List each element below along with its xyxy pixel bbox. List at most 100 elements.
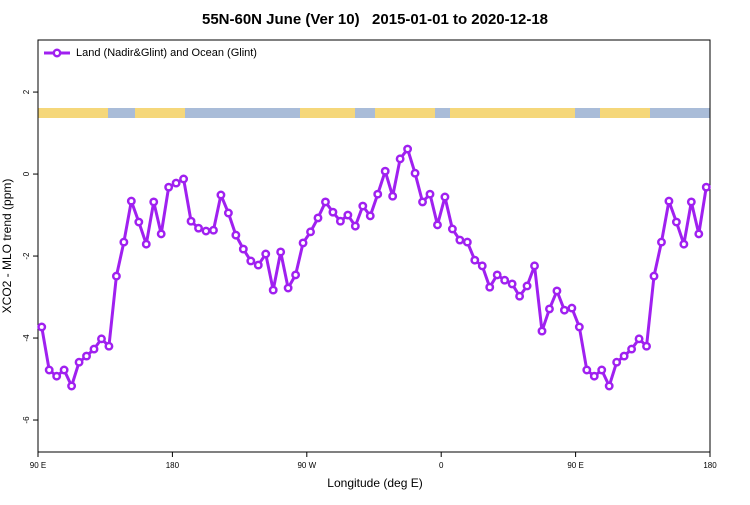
data-point [545,304,554,314]
data-point [179,174,189,184]
data-point [37,322,47,332]
data-point [612,357,622,367]
data-point [574,322,584,332]
data-point [238,244,248,254]
data-point [619,351,629,361]
data-point [104,341,114,351]
x-tick-label: 0 [439,461,444,470]
data-point [216,190,226,200]
data-point [552,286,562,296]
data-point [582,365,592,375]
data-point [126,196,136,206]
data-point [492,270,502,280]
data-point [276,247,286,257]
data-point [522,281,532,291]
y-tick-label: 0 [22,171,31,176]
land-ocean-strip [38,108,710,118]
data-point [246,256,256,266]
y-tick-label: -2 [22,252,31,260]
data-point [74,357,84,367]
data-point [657,237,666,247]
data-point [664,196,674,206]
data-point [82,351,91,361]
data-point [410,168,420,178]
y-tick-label: -6 [22,416,31,424]
data-point [380,166,390,176]
data-point [44,365,54,375]
data-point [111,271,121,281]
data-point [306,227,315,237]
data-point [52,371,62,381]
x-tick-label: 180 [703,461,717,470]
data-point [701,182,711,192]
legend-marker [52,48,62,58]
x-tick-label: 90 W [297,461,316,470]
data-point [253,260,263,270]
land-band [375,108,435,118]
data-point [343,210,353,220]
data-point [67,381,77,391]
data-point [201,226,211,236]
data-point [537,326,547,336]
data-point [470,255,480,265]
x-tick-label: 90 E [30,461,46,470]
data-point [335,216,345,226]
data-point [507,279,517,289]
y-tick-label: 2 [22,89,31,94]
data-point [134,217,144,227]
data-point [313,213,323,223]
plot-frame [37,39,711,453]
land-band [450,108,575,118]
data-point [59,365,69,375]
data-point [223,208,233,218]
data-point [321,197,330,207]
data-point [671,217,681,227]
data-point [477,261,487,271]
data-point [403,144,413,154]
data-point [485,282,495,292]
data-point [141,239,151,249]
data-point [462,237,472,247]
land-band [135,108,185,118]
data-point [186,216,196,226]
data-point [530,261,539,271]
data-point [89,344,99,354]
data-point [425,189,435,199]
land-band [600,108,650,118]
x-tick-label: 180 [166,461,180,470]
data-point [231,230,241,240]
data-point [642,341,651,351]
data-point [149,197,159,207]
data-point [291,270,301,280]
data-point [156,229,166,239]
data-point [500,275,510,285]
data-point [358,201,368,211]
data-point [627,344,637,354]
data-point [559,305,569,315]
chart-title: 55N-60N June (Ver 10) 2015-01-01 to 2020… [202,11,548,28]
data-point [686,197,696,207]
data-point [418,197,427,207]
data-point [209,225,218,235]
data-point [515,291,525,301]
data-point [328,207,338,217]
data-point [119,237,129,247]
data-point [589,371,599,381]
data-point [455,235,465,245]
data-point [261,249,271,259]
data-point [597,365,607,375]
data-point [447,224,457,234]
land-band [300,108,355,118]
data-point [634,334,644,344]
data-point [433,220,442,230]
data-point [395,154,405,164]
y-tick-label: -4 [22,334,31,342]
legend-label: Land (Nadir&Glint) and Ocean (Glint) [76,47,257,59]
x-tick-label: 90 E [567,461,583,470]
data-point [365,211,375,221]
data-point [679,239,689,249]
ocean-band [38,108,710,118]
data-point [388,191,398,201]
